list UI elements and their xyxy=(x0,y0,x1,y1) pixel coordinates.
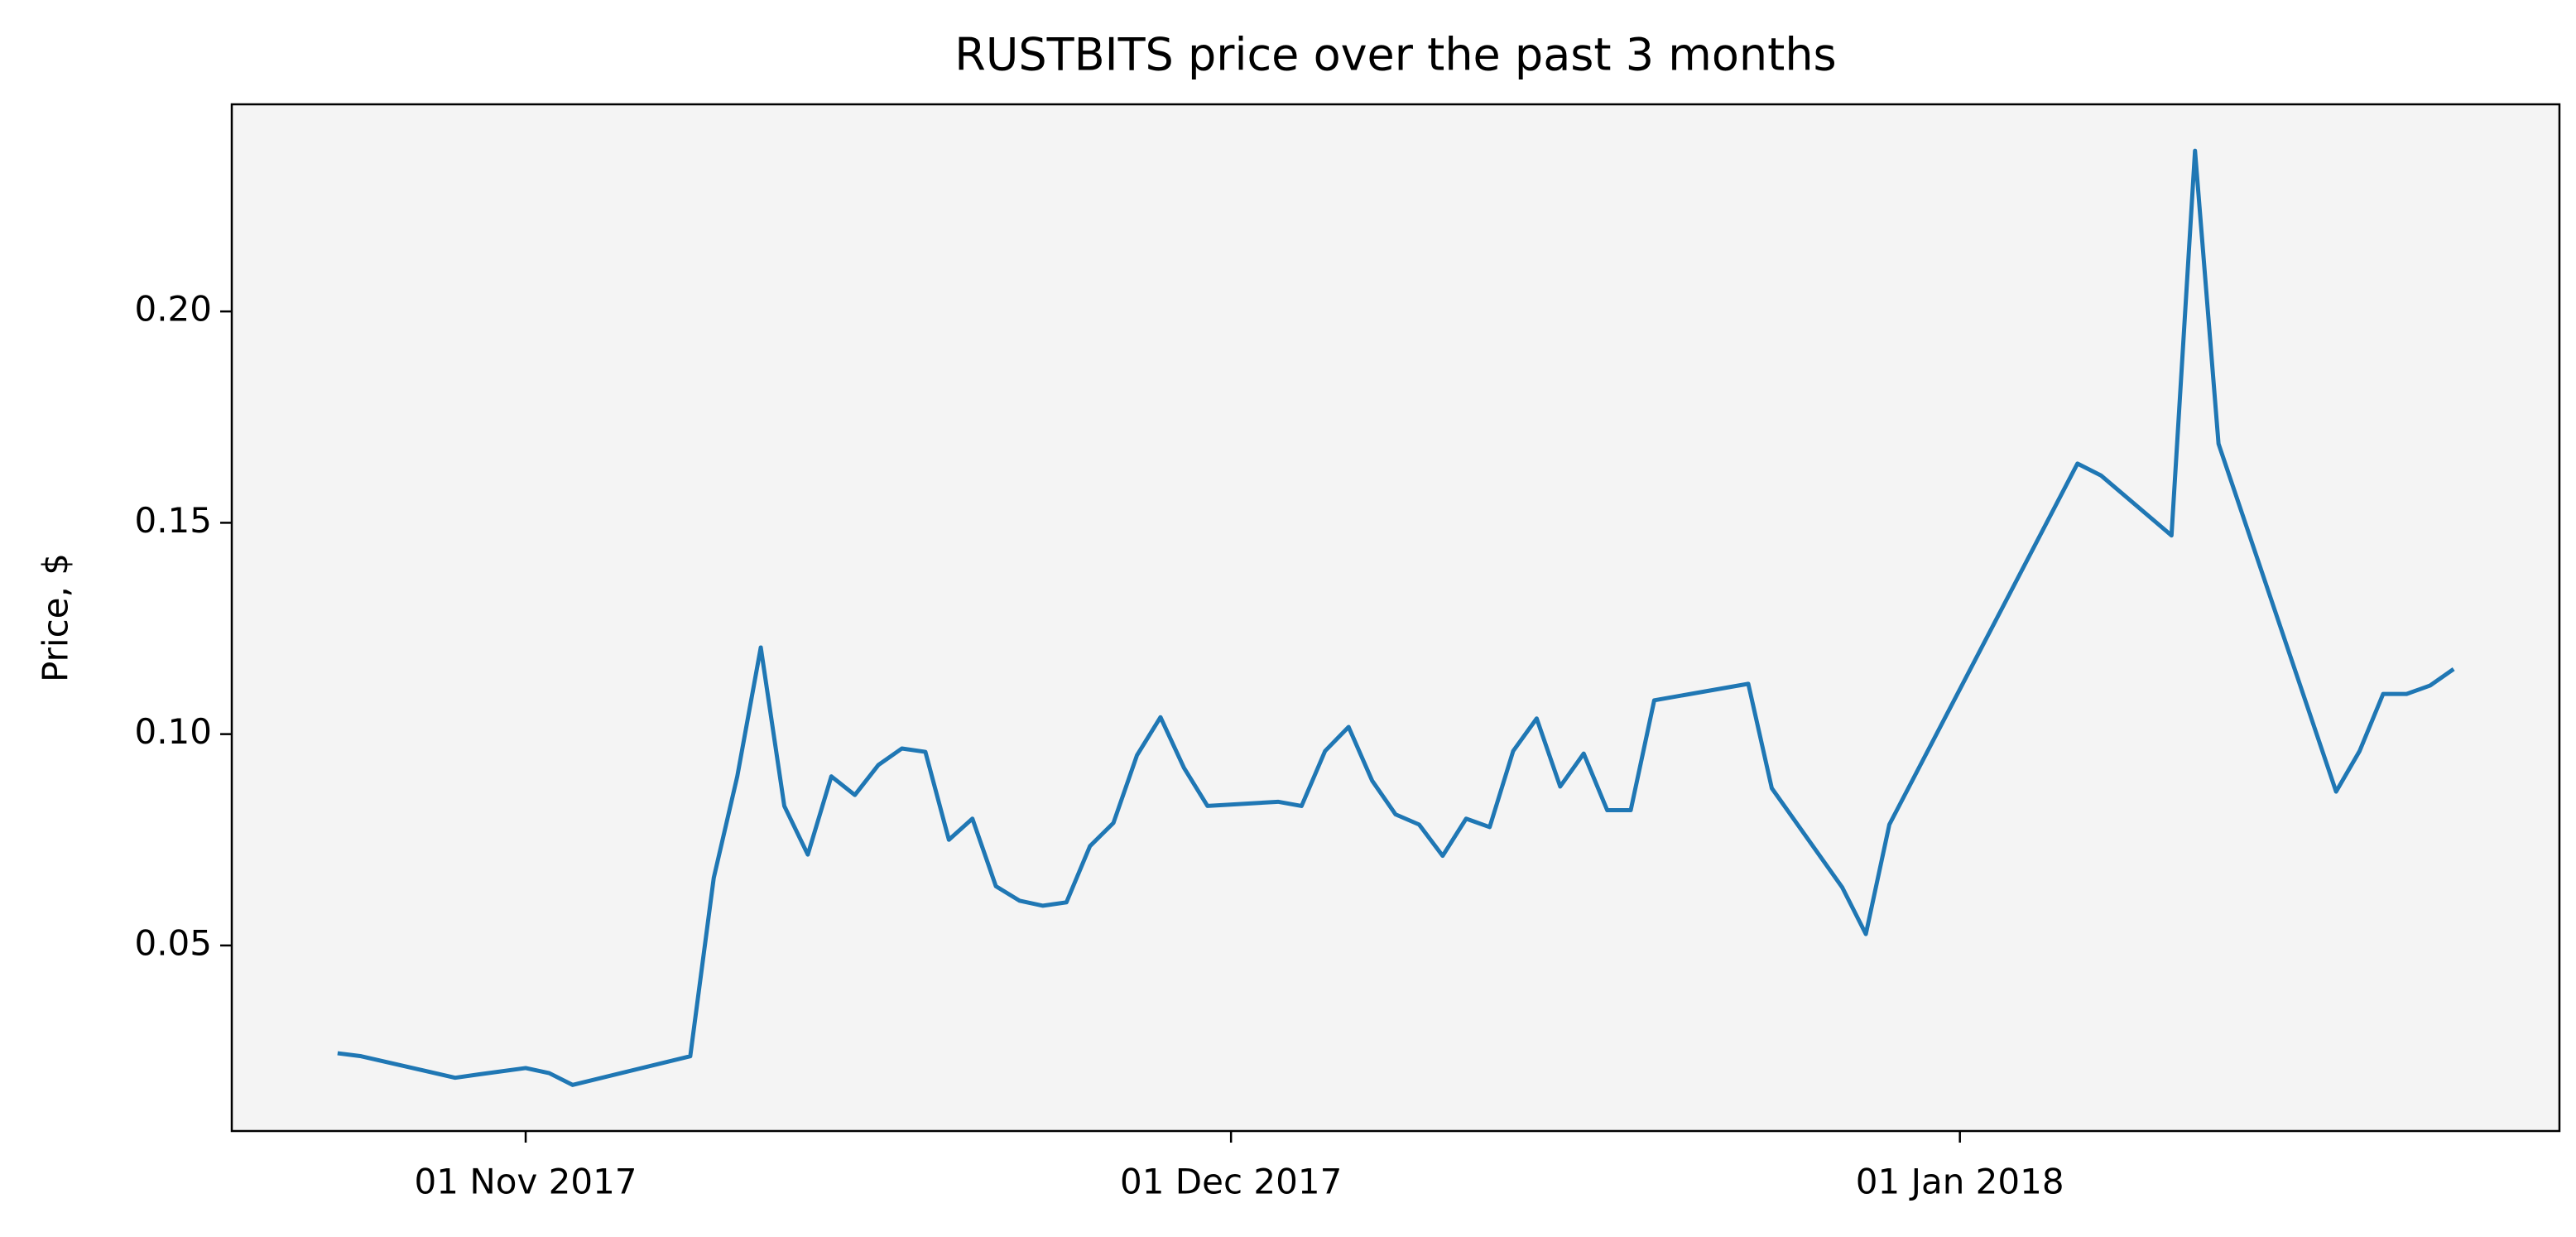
x-tick-label: 01 Jan 2018 xyxy=(1856,1162,2064,1202)
y-tick-label: 0.15 xyxy=(134,500,212,541)
plot-frame xyxy=(230,103,2561,1133)
y-axis-label: Price, $ xyxy=(36,553,76,682)
plot-area xyxy=(232,104,2559,1131)
y-tick-label: 0.05 xyxy=(134,922,212,963)
y-tick-label: 0.20 xyxy=(134,289,212,330)
price-line xyxy=(337,148,2455,1087)
chart-title: RUSTBITS price over the past 3 months xyxy=(954,29,1836,81)
x-tick-label: 01 Nov 2017 xyxy=(415,1162,637,1202)
y-tick-label: 0.10 xyxy=(134,711,212,752)
x-tick-label: 01 Dec 2017 xyxy=(1120,1162,1342,1202)
